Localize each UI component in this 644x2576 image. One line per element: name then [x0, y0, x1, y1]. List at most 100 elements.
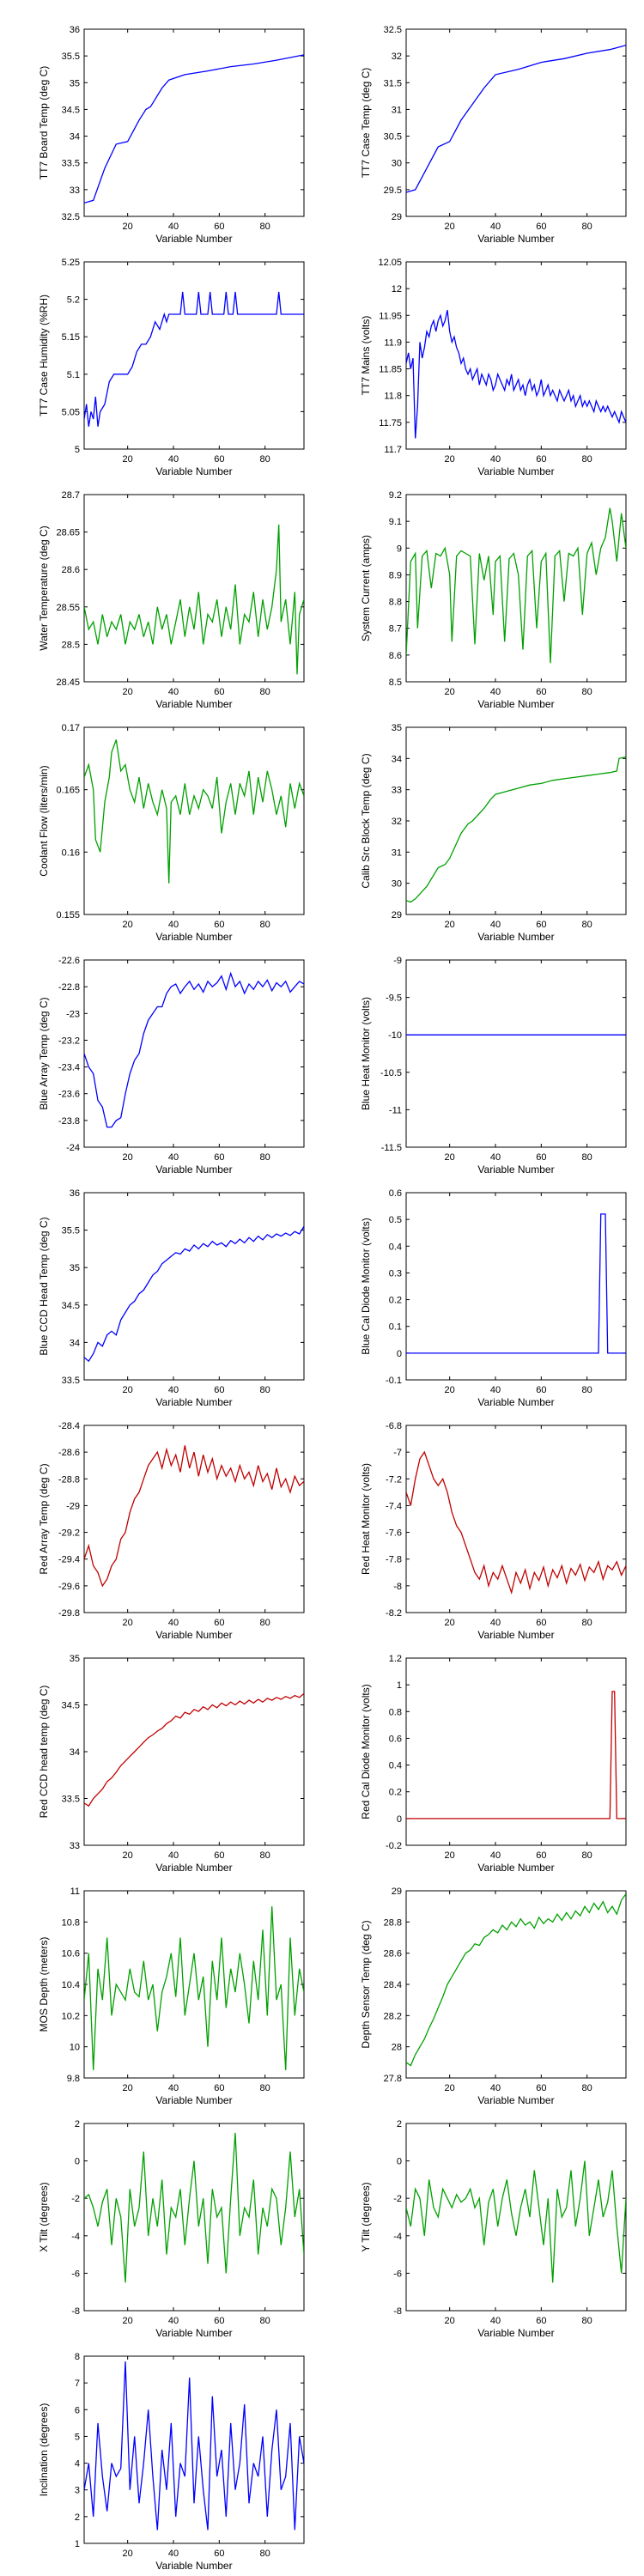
y-tick-label: 35	[70, 1263, 80, 1273]
x-tick-label: 40	[490, 454, 501, 465]
x-tick-label: 40	[490, 222, 501, 232]
y-tick-label: 5	[75, 445, 80, 455]
plot-area	[83, 726, 305, 915]
x-tick-label: 40	[490, 920, 501, 930]
y-axis-label: Blue CCD Head Temp (deg C)	[38, 1217, 50, 1355]
x-tick-label: 40	[490, 687, 501, 697]
y-tick-label: -9.5	[386, 993, 402, 1004]
x-tick-label: 80	[260, 1152, 270, 1163]
plot-area	[83, 494, 305, 683]
x-axis-label: Variable Number	[155, 2094, 232, 2105]
y-tick-label: 1	[75, 2539, 80, 2549]
x-axis-label: Variable Number	[477, 1163, 554, 1174]
y-tick-label: 33	[392, 786, 402, 796]
series-line	[406, 1893, 626, 2067]
chart-svg: 20 40 60 80 -8 -6 -4 -2 0 2 Variable Number X Tilt …	[38, 2119, 305, 2339]
chart-panel: 20 40 60 80 28.45 28.5 28.55 28.6 28.65 28.7 Varia…	[0, 476, 322, 710]
y-axis-label: TT7 Case Temp (deg C)	[360, 68, 372, 179]
x-tick-label: 40	[168, 2083, 179, 2093]
y-tick-label: 8.9	[389, 570, 402, 580]
y-tick-label: 9.8	[67, 2074, 80, 2084]
x-axis-label: Variable Number	[477, 233, 554, 243]
x-axis-label: Variable Number	[477, 1862, 554, 1872]
chart-svg: 20 40 60 80 -11.5 -11 -10.5 -10 -9.5 -9 Variable N…	[360, 956, 627, 1176]
x-axis-label: Variable Number	[477, 2327, 554, 2337]
series-line	[84, 54, 304, 204]
series-line	[84, 739, 304, 884]
y-tick-label: 34.5	[62, 105, 80, 115]
chart-panel: 20 40 60 80 -0.2 0 0.2 0.4 0.6 0.8 1 1.2 Variable Nu…	[322, 1639, 644, 1874]
y-axis-label: Calib Src Block Temp (deg C)	[360, 753, 372, 888]
chart-panel: 20 40 60 80 -8.2 -8 -7.8 -7.6 -7.4 -7.2 -7 -6.8 Vari…	[322, 1406, 644, 1641]
series-line	[406, 45, 626, 193]
x-tick-label: 80	[260, 1385, 270, 1395]
y-tick-label: 5.25	[62, 258, 80, 268]
x-tick-label: 20	[445, 2083, 455, 2093]
y-tick-label: 10.8	[62, 1917, 80, 1928]
y-tick-label: -6.8	[386, 1421, 402, 1431]
x-tick-label: 40	[168, 687, 179, 697]
y-tick-label: 0.2	[389, 1788, 402, 1798]
series-line	[84, 1906, 304, 2070]
y-tick-label: 8.6	[389, 651, 402, 661]
x-axis-label: Variable Number	[155, 1396, 232, 1406]
plot-area	[405, 1425, 627, 1613]
y-tick-label: 11.7	[384, 445, 402, 455]
x-tick-label: 80	[582, 920, 592, 930]
x-tick-label: 20	[123, 222, 133, 232]
y-tick-label: 36	[70, 25, 80, 35]
y-axis-label: Blue Heat Monitor (volts)	[360, 997, 372, 1110]
x-tick-label: 20	[445, 222, 455, 232]
y-tick-label: -10.5	[380, 1068, 402, 1078]
y-tick-label: 32	[392, 52, 402, 62]
chart-svg: 20 40 60 80 1 2 3 4 5 6 7 8 Variable Number Inclinati…	[38, 2352, 305, 2572]
x-tick-label: 80	[260, 454, 270, 465]
y-tick-label: 28.4	[384, 1980, 402, 1990]
x-tick-label: 20	[123, 2316, 133, 2326]
y-axis-label: MOS Depth (meters)	[38, 1937, 50, 2032]
y-tick-label: 0.1	[389, 1322, 402, 1333]
y-tick-label: 33	[70, 185, 80, 196]
x-tick-label: 60	[536, 1850, 546, 1861]
y-tick-label: -7.8	[386, 1555, 402, 1565]
y-tick-label: -23.6	[58, 1090, 80, 1100]
x-tick-label: 40	[490, 1152, 501, 1163]
y-tick-label: -7.6	[386, 1528, 402, 1539]
y-tick-label: 11.8	[384, 392, 402, 402]
plot-area	[405, 1890, 627, 2079]
y-tick-label: -28.8	[58, 1474, 80, 1485]
chart-panel: 20 40 60 80 -8 -6 -4 -2 0 2 Variable Number Y Tilt …	[322, 2105, 644, 2339]
y-tick-label: 32	[392, 817, 402, 827]
y-tick-label: 0.8	[389, 1707, 402, 1717]
y-axis-label: Red Cal Diode Monitor (volts)	[360, 1684, 372, 1819]
y-tick-label: 27.8	[384, 2074, 402, 2084]
y-tick-label: -4	[71, 2232, 80, 2242]
chart-svg: 20 40 60 80 33 33.5 34 34.5 35 Variable Number Red…	[38, 1654, 305, 1874]
y-tick-label: -29	[66, 1501, 80, 1511]
x-tick-label: 60	[214, 2316, 224, 2326]
y-tick-label: 0.3	[389, 1268, 402, 1279]
plot-area	[83, 1425, 305, 1613]
chart-panel: 20 40 60 80 11.7 11.75 11.8 11.85 11.9 11.95 12 12.…	[322, 243, 644, 477]
x-tick-label: 80	[582, 1850, 592, 1861]
x-tick-label: 80	[582, 1385, 592, 1395]
y-tick-label: 2	[75, 2119, 80, 2129]
y-tick-label: -28.4	[58, 1421, 80, 1431]
x-axis-label: Variable Number	[477, 931, 554, 941]
chart-panel: 20 40 60 80 33.5 34 34.5 35 35.5 36 Variable Numbe…	[0, 1174, 322, 1408]
series-line	[84, 524, 304, 675]
y-tick-label: 5.2	[67, 295, 80, 306]
x-tick-label: 60	[536, 2316, 546, 2326]
y-tick-label: -23.4	[58, 1063, 80, 1073]
y-tick-label: 28.2	[384, 2011, 402, 2021]
x-tick-label: 60	[214, 454, 224, 465]
chart-panel: 20 40 60 80 0.155 0.16 0.165 0.17 Variable Numbe…	[0, 708, 322, 943]
y-tick-label: 10.6	[62, 1949, 80, 1959]
y-tick-label: 28.45	[56, 677, 80, 688]
chart-panel: 20 40 60 80 8.5 8.6 8.7 8.8 8.9 9 9.1 9.2 Variable N…	[322, 476, 644, 710]
y-tick-label: 28.5	[62, 640, 80, 650]
x-axis-label: Variable Number	[477, 1396, 554, 1406]
y-tick-label: 29	[392, 1886, 402, 1897]
y-tick-label: 29.5	[384, 185, 402, 196]
x-tick-label: 60	[536, 222, 546, 232]
